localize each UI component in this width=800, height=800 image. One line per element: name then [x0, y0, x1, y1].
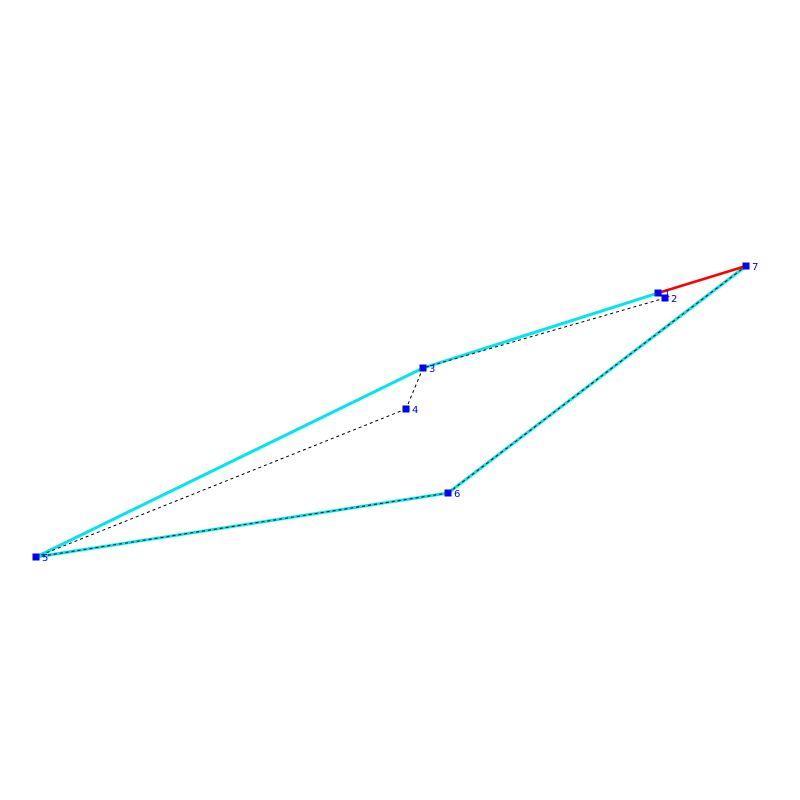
vertex-label-2: 2 — [671, 294, 677, 305]
highlight-edge-v7-v1 — [656, 264, 748, 295]
dashed-edge-v4-v5 — [35, 408, 407, 558]
vertex-marker-6 — [444, 489, 452, 497]
vertex-marker-5 — [32, 553, 40, 561]
vertex-label-3: 3 — [429, 364, 435, 375]
dashed-edge-v3-v4 — [405, 367, 424, 410]
dashed-edge-v6-v7 — [447, 265, 747, 494]
vertex-marker-2 — [661, 294, 669, 302]
highlight-edges-layer — [656, 264, 748, 295]
hull-edges-layer — [34, 264, 748, 559]
vertex-label-4: 4 — [412, 405, 418, 416]
vertex-label-5: 5 — [42, 553, 48, 564]
hull-edge-v3-v5 — [34, 366, 425, 559]
vertex-label-7: 7 — [752, 262, 758, 273]
vertex-marker-1 — [654, 289, 662, 297]
vertex-marker-3 — [419, 364, 427, 372]
dashed-path-layer — [35, 265, 747, 558]
vertex-label-6: 6 — [454, 489, 460, 500]
vertices-layer: 1234567 — [32, 262, 758, 564]
vertex-marker-4 — [402, 405, 410, 413]
hull-edge-v5-v6 — [34, 491, 450, 559]
vertex-marker-7 — [742, 262, 750, 270]
hull-edge-v1-v3 — [421, 291, 660, 370]
